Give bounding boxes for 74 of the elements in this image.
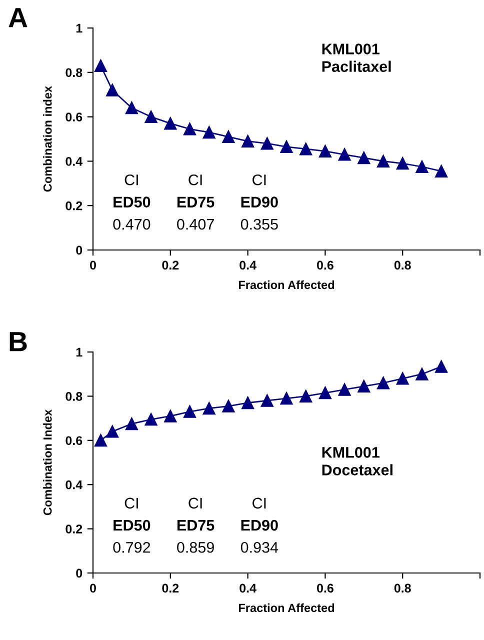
point	[377, 154, 390, 168]
y-axis-title: Combination Index	[43, 409, 52, 516]
point	[94, 434, 107, 447]
point	[222, 130, 235, 144]
point	[144, 413, 158, 426]
point	[300, 142, 312, 156]
point	[416, 368, 428, 380]
point	[435, 360, 448, 373]
annotation: CI ED75 0.859	[177, 498, 214, 553]
point	[164, 117, 177, 130]
y-axis-title: Combination index	[43, 86, 52, 192]
x-tick-label: 0.4	[240, 260, 256, 270]
point	[358, 380, 370, 393]
point	[242, 134, 254, 148]
point	[242, 396, 254, 410]
point	[144, 110, 158, 124]
y-tick-label: 0.8	[66, 392, 82, 401]
point	[125, 418, 138, 430]
point	[300, 390, 312, 402]
chart-title: B	[10, 332, 27, 352]
x-axis-title: Fraction Affected	[238, 603, 334, 612]
y-tick-label: 0.2	[66, 524, 82, 534]
point	[318, 386, 332, 400]
y-tick-label: 0.2	[66, 201, 82, 210]
point	[416, 160, 428, 173]
point	[125, 102, 138, 114]
x-tick-label: 0.2	[162, 260, 179, 270]
y-tick-label: 0	[76, 568, 82, 578]
point	[377, 376, 390, 390]
point	[94, 59, 107, 72]
point	[202, 126, 216, 139]
x-tick-label: 0.6	[317, 260, 334, 270]
point	[396, 157, 409, 170]
point	[260, 394, 274, 407]
point	[358, 152, 370, 164]
y-tick-label: 1	[76, 348, 82, 357]
annotation: KML001 Docetaxel	[322, 447, 392, 476]
x-tick-label: 0.6	[317, 584, 334, 593]
chart-title: A	[8, 8, 28, 28]
y-tick-label: 0.6	[66, 112, 82, 122]
annotation: KML001 Paclitaxel	[322, 44, 391, 72]
x-tick-label: 0	[90, 260, 96, 270]
x-axis-title: Fraction Affected	[238, 280, 334, 290]
annotation: CI ED90 0.355	[240, 174, 278, 230]
x-tick-label: 0.4	[240, 584, 256, 593]
y-tick-label: 0.8	[66, 68, 82, 78]
point	[184, 405, 196, 418]
x-tick-label: 0.8	[394, 260, 411, 270]
annotation: CI ED75 0.407	[177, 174, 214, 230]
y-tick-label: 0.4	[66, 157, 83, 166]
point	[318, 144, 332, 158]
point	[338, 383, 351, 396]
point	[280, 140, 293, 154]
x-tick-label: 0.2	[162, 584, 179, 593]
annotation: CI ED50 0.792	[113, 498, 150, 553]
point	[202, 402, 216, 415]
y-tick-label: 0.6	[66, 436, 82, 446]
annotation: CI ED50 0.470	[113, 174, 150, 230]
point	[435, 164, 448, 178]
annotation: CI ED90 0.934	[240, 498, 278, 553]
point	[280, 392, 293, 405]
x-tick-label: 0	[90, 584, 96, 593]
y-tick-label: 0.4	[66, 480, 83, 490]
point	[164, 410, 177, 422]
point	[106, 84, 119, 96]
point	[396, 372, 409, 385]
x-tick-label: 0.8	[394, 584, 411, 593]
y-tick-label: 1	[76, 24, 82, 33]
point	[338, 148, 351, 161]
point	[260, 137, 274, 150]
point	[222, 400, 235, 412]
point	[106, 425, 119, 438]
point	[184, 122, 196, 136]
y-tick-label: 0	[76, 246, 82, 255]
